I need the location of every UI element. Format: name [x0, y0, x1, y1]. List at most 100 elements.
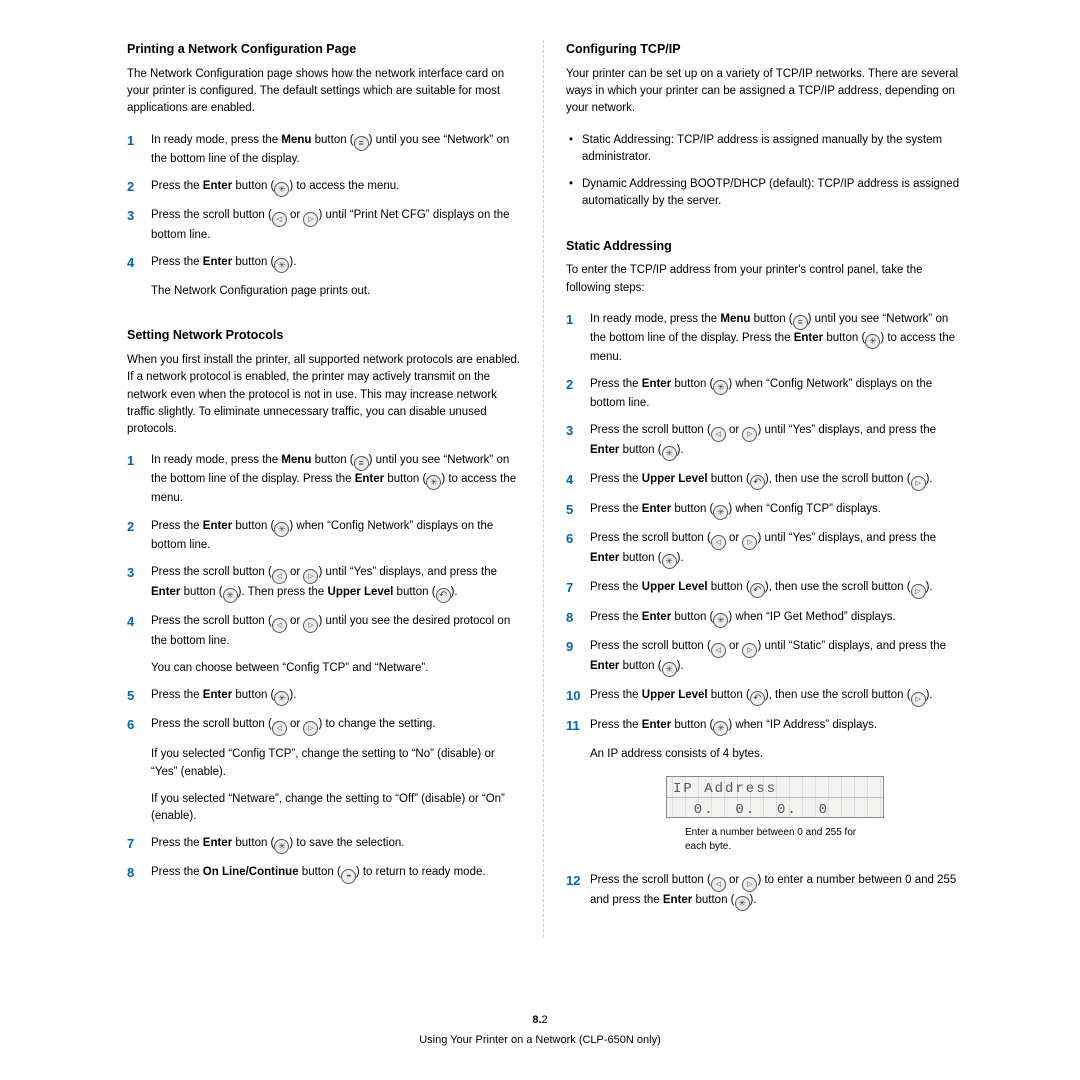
- label: Enter: [355, 473, 384, 485]
- text: button (: [180, 586, 222, 598]
- text: ).: [677, 660, 684, 672]
- enter-icon: [274, 258, 289, 273]
- text: button (: [232, 520, 274, 532]
- text: ).: [677, 444, 684, 456]
- text: button (: [232, 180, 274, 192]
- text: or: [287, 566, 304, 578]
- page-number: 8.2: [0, 1012, 1080, 1029]
- lcd-display: IP Address 0. 0. 0. 0: [666, 776, 884, 818]
- text: button (: [232, 689, 274, 701]
- intro-text: The Network Configuration page shows how…: [127, 66, 521, 118]
- label: Enter: [642, 378, 671, 390]
- text: button (: [708, 581, 750, 593]
- step: Press the Upper Level button (), then us…: [566, 471, 960, 491]
- scroll-right-icon: [911, 476, 926, 491]
- label: Upper Level: [642, 473, 708, 485]
- intro-text: To enter the TCP/IP address from your pr…: [566, 262, 960, 297]
- intro-text: Your printer can be set up on a variety …: [566, 66, 960, 118]
- heading: Configuring TCP/IP: [566, 40, 960, 59]
- steps-list: In ready mode, press the Menu button () …: [127, 452, 521, 884]
- step: Press the scroll button ( or ) to enter …: [566, 872, 960, 911]
- scroll-right-icon: [742, 877, 757, 892]
- scroll-right-icon: [742, 535, 757, 550]
- scroll-right-icon: [303, 212, 318, 227]
- steps-list: In ready mode, press the Menu button () …: [127, 132, 521, 301]
- text: button (: [232, 256, 274, 268]
- label: Enter: [590, 660, 619, 672]
- heading: Setting Network Protocols: [127, 326, 521, 345]
- section-static-addressing: Static Addressing To enter the TCP/IP ad…: [566, 237, 960, 911]
- intro-text: When you first install the printer, all …: [127, 352, 521, 438]
- label: Enter: [203, 256, 232, 268]
- text: button (: [619, 660, 661, 672]
- text: In ready mode, press the: [151, 454, 281, 466]
- text: or: [726, 874, 743, 886]
- upper-level-icon: [436, 588, 451, 603]
- enter-icon: [713, 721, 728, 736]
- page-content: Printing a Network Configuration Page Th…: [0, 0, 1080, 937]
- lcd-line1: IP Address: [667, 777, 883, 797]
- label: Menu: [281, 134, 311, 146]
- heading: Static Addressing: [566, 237, 960, 256]
- text: Press the: [590, 378, 642, 390]
- text: Press the: [590, 689, 642, 701]
- text: Press the: [590, 719, 642, 731]
- scroll-right-icon: [303, 569, 318, 584]
- text: Press the: [590, 503, 642, 515]
- scroll-right-icon: [911, 692, 926, 707]
- text: In ready mode, press the: [151, 134, 281, 146]
- enter-icon: [662, 554, 677, 569]
- step: Press the Enter button () when “IP Addre…: [566, 717, 960, 853]
- scroll-right-icon: [303, 618, 318, 633]
- section-print-config: Printing a Network Configuration Page Th…: [127, 40, 521, 300]
- label: Enter: [794, 332, 823, 344]
- text: Press the: [151, 837, 203, 849]
- section-network-protocols: Setting Network Protocols When you first…: [127, 326, 521, 884]
- text: ). Then press the: [238, 586, 328, 598]
- text: Press the: [590, 611, 642, 623]
- text: or: [287, 718, 304, 730]
- text: button (: [823, 332, 865, 344]
- text: Press the scroll button (: [151, 615, 272, 627]
- text: Press the: [151, 256, 203, 268]
- substep-text: If you selected “Config TCP”, change the…: [151, 746, 521, 781]
- upper-level-icon: [750, 583, 765, 598]
- label: Upper Level: [328, 586, 394, 598]
- text: button (: [708, 473, 750, 485]
- label: Enter: [203, 689, 232, 701]
- text: ) when “IP Get Method” displays.: [728, 611, 895, 623]
- step: Press the scroll button ( or ) until you…: [127, 613, 521, 678]
- text: button (: [671, 378, 713, 390]
- text: ), then use the scroll button (: [765, 581, 911, 593]
- label: Enter: [590, 444, 619, 456]
- text: ) to return to ready mode.: [356, 866, 486, 878]
- steps-list: In ready mode, press the Menu button () …: [566, 311, 960, 911]
- text: ) until “Yes” displays, and press the: [757, 532, 936, 544]
- text: ) until “Yes” displays, and press the: [757, 424, 936, 436]
- enter-icon: [662, 662, 677, 677]
- enter-icon: [274, 182, 289, 197]
- text: Press the scroll button (: [590, 532, 711, 544]
- step: Press the Upper Level button (), then us…: [566, 579, 960, 599]
- text: ).: [677, 552, 684, 564]
- text: ) to save the selection.: [289, 837, 404, 849]
- text: Press the: [590, 473, 642, 485]
- label: Enter: [642, 503, 671, 515]
- scroll-left-icon: [711, 427, 726, 442]
- text: button (: [384, 473, 426, 485]
- label: Enter: [663, 894, 692, 906]
- scroll-left-icon: [711, 535, 726, 550]
- bullet-list: Static Addressing: TCP/IP address is ass…: [566, 132, 960, 211]
- page-footer: 8.2 Using Your Printer on a Network (CLP…: [0, 1012, 1080, 1048]
- step: Press the Enter button ().: [127, 687, 521, 706]
- text: or: [726, 532, 743, 544]
- list-item: Static Addressing: TCP/IP address is ass…: [566, 132, 960, 167]
- scroll-right-icon: [911, 584, 926, 599]
- enter-icon: [662, 446, 677, 461]
- label: Enter: [203, 180, 232, 192]
- text: button (: [619, 444, 661, 456]
- label: On Line/Continue: [203, 866, 299, 878]
- step: Press the Enter button () when “Config T…: [566, 501, 960, 520]
- menu-icon: [354, 136, 369, 151]
- text: ).: [926, 581, 933, 593]
